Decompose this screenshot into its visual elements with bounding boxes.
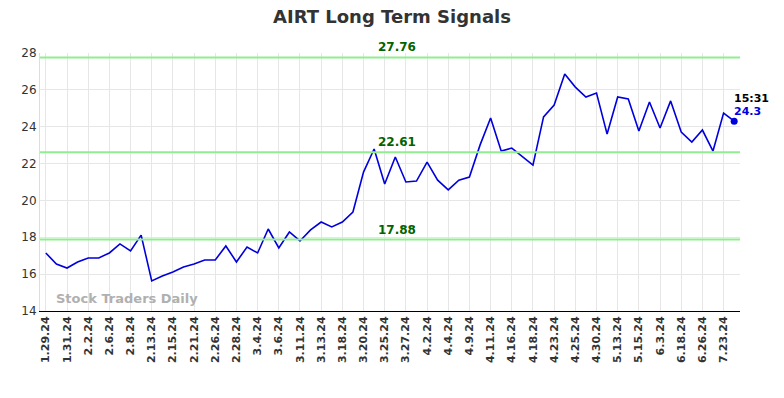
svg-text:2.15.24: 2.15.24 [166,316,179,363]
svg-text:2.8.24: 2.8.24 [124,316,137,355]
svg-text:3.11.24: 3.11.24 [294,316,307,363]
svg-text:15:31: 15:31 [734,92,769,105]
svg-text:4.18.24: 4.18.24 [527,316,540,363]
svg-text:6.18.24: 6.18.24 [675,316,688,363]
svg-text:17.88: 17.88 [378,223,416,237]
svg-text:6.3.24: 6.3.24 [654,316,667,355]
svg-text:14: 14 [21,304,36,318]
svg-text:18: 18 [21,230,36,244]
svg-text:2.6.24: 2.6.24 [103,316,116,355]
svg-text:27.76: 27.76 [378,40,416,54]
svg-text:4.4.24: 4.4.24 [442,316,455,355]
svg-text:3.27.24: 3.27.24 [399,316,412,363]
svg-text:2.21.24: 2.21.24 [188,316,201,363]
svg-text:4.11.24: 4.11.24 [484,316,497,363]
svg-text:16: 16 [21,267,36,281]
svg-text:2.13.24: 2.13.24 [145,316,158,363]
svg-text:4.16.24: 4.16.24 [505,316,518,363]
svg-text:6.26.24: 6.26.24 [696,316,709,363]
svg-text:3.13.24: 3.13.24 [315,316,328,363]
svg-text:2.2.24: 2.2.24 [82,316,95,355]
svg-text:3.6.24: 3.6.24 [272,316,285,355]
svg-text:4.25.24: 4.25.24 [569,316,582,363]
svg-text:3.18.24: 3.18.24 [336,316,349,363]
svg-text:7.23.24: 7.23.24 [717,316,730,363]
svg-text:22: 22 [21,157,36,171]
svg-text:1.31.24: 1.31.24 [61,316,74,363]
svg-text:28: 28 [21,46,36,60]
svg-text:3.4.24: 3.4.24 [251,316,264,355]
svg-text:4.30.24: 4.30.24 [590,316,603,363]
svg-text:26: 26 [21,83,36,97]
svg-text:4.9.24: 4.9.24 [463,316,476,355]
svg-text:3.20.24: 3.20.24 [357,316,370,363]
svg-text:20: 20 [21,194,36,208]
svg-text:Stock Traders Daily: Stock Traders Daily [56,291,198,306]
svg-text:24.3: 24.3 [734,105,761,118]
svg-text:24: 24 [21,120,36,134]
svg-text:2.28.24: 2.28.24 [230,316,243,363]
svg-text:AIRT Long Term Signals: AIRT Long Term Signals [273,6,511,27]
svg-text:1.29.24: 1.29.24 [39,316,52,363]
svg-text:4.23.24: 4.23.24 [548,316,561,363]
svg-text:3.25.24: 3.25.24 [378,316,391,363]
svg-text:2.26.24: 2.26.24 [209,316,222,363]
svg-text:5.15.24: 5.15.24 [632,316,645,363]
svg-text:22.61: 22.61 [378,135,416,149]
svg-text:5.13.24: 5.13.24 [611,316,624,363]
svg-text:4.2.24: 4.2.24 [421,316,434,355]
